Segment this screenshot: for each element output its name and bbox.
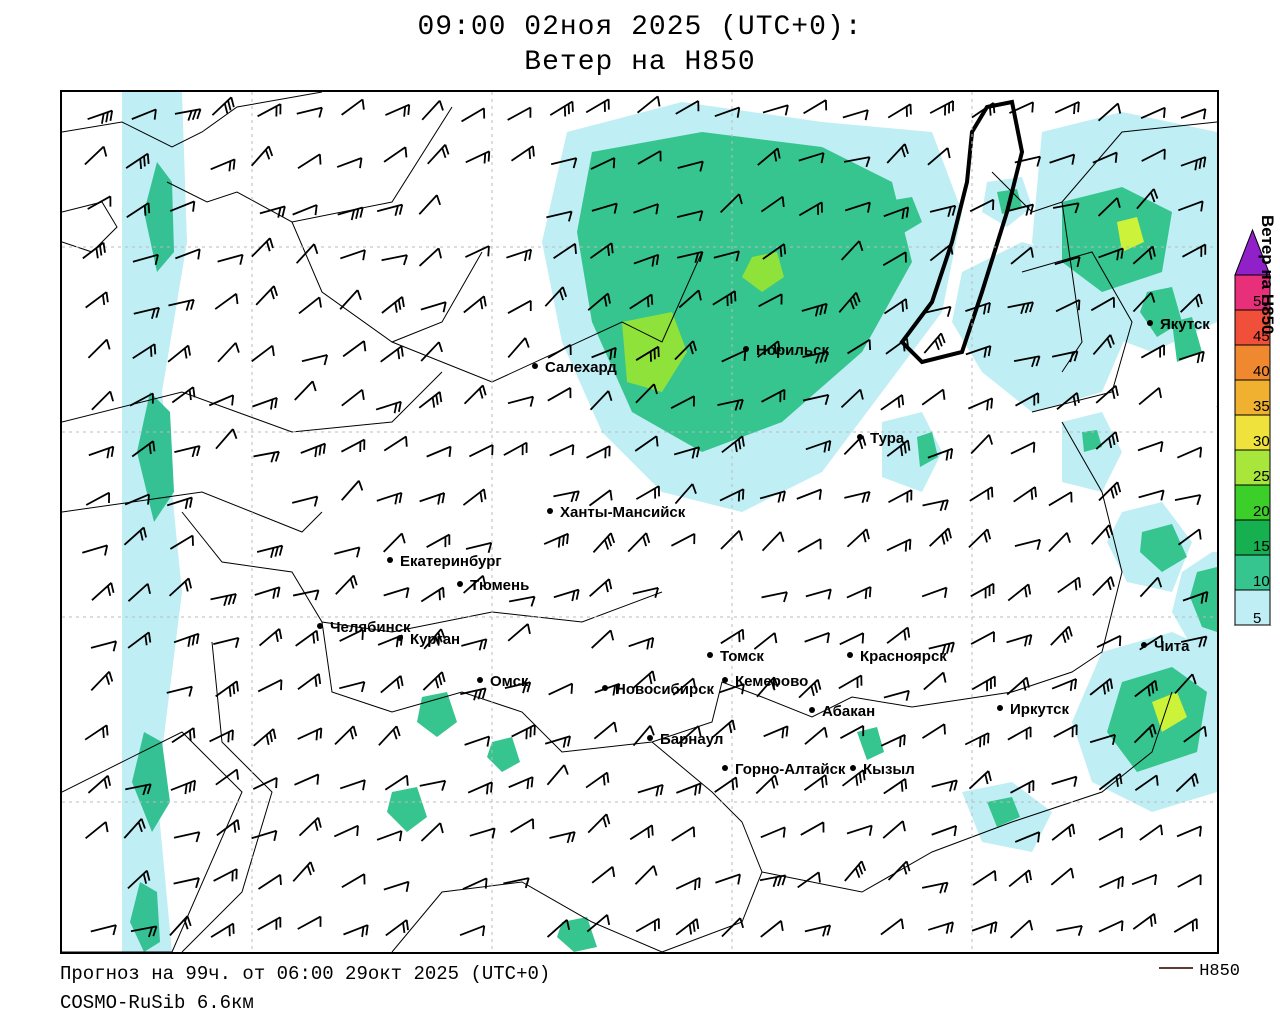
- title-line1: 09:00 02ноя 2025 (UTC+0):: [0, 10, 1280, 45]
- city-label-19[interactable]: Чита: [1154, 638, 1189, 655]
- city-marker-7[interactable]: [317, 623, 323, 629]
- city-marker-14[interactable]: [647, 735, 653, 741]
- colorbar-tick-50: 50: [1253, 293, 1270, 310]
- city-label-13[interactable]: Красноярск: [860, 648, 947, 665]
- city-marker-17[interactable]: [850, 765, 856, 771]
- city-label-12[interactable]: Кемерово: [735, 673, 808, 690]
- city-marker-0[interactable]: [532, 363, 538, 369]
- city-label-3[interactable]: Якутск: [1160, 316, 1210, 333]
- city-marker-18[interactable]: [997, 705, 1003, 711]
- colorbar-tick-15: 15: [1253, 538, 1270, 555]
- city-marker-12[interactable]: [722, 677, 728, 683]
- h850-legend-label: H850: [1199, 962, 1240, 981]
- city-marker-8[interactable]: [397, 635, 403, 641]
- city-marker-16[interactable]: [722, 765, 728, 771]
- city-label-11[interactable]: Томск: [720, 648, 764, 665]
- city-marker-3[interactable]: [1147, 320, 1153, 326]
- city-label-9[interactable]: Омск: [490, 673, 528, 690]
- colorbar-tick-45: 45: [1253, 328, 1270, 345]
- footer-text: Прогноз на 99ч. от 06:00 29окт 2025 (UTC…: [60, 960, 1210, 1019]
- city-marker-11[interactable]: [707, 652, 713, 658]
- weather-map-page: 09:00 02ноя 2025 (UTC+0): Ветер на H850: [0, 0, 1280, 1024]
- title-line2: Ветер на H850: [0, 45, 1280, 80]
- city-label-2[interactable]: Тура: [870, 430, 904, 447]
- city-label-17[interactable]: Кызыл: [863, 761, 915, 778]
- colorbar-title-label: Ветер на H850: [1257, 215, 1277, 635]
- city-marker-2[interactable]: [857, 434, 863, 440]
- city-marker-9[interactable]: [477, 677, 483, 683]
- colorbar: Ветер на H850 5 10 15 20 25 30 35 40 45 …: [1215, 215, 1280, 635]
- city-marker-19[interactable]: [1141, 642, 1147, 648]
- city-marker-13[interactable]: [847, 652, 853, 658]
- map-title: 09:00 02ноя 2025 (UTC+0): Ветер на H850: [0, 10, 1280, 80]
- city-label-14[interactable]: Барнаул: [660, 731, 723, 748]
- colorbar-tick-35: 35: [1253, 398, 1270, 415]
- city-marker-15[interactable]: [809, 707, 815, 713]
- city-label-15[interactable]: Абакан: [822, 703, 875, 720]
- city-marker-6[interactable]: [457, 581, 463, 587]
- city-label-16[interactable]: Горно-Алтайск: [735, 761, 845, 778]
- colorbar-tick-40: 40: [1253, 363, 1270, 380]
- city-label-5[interactable]: Екатеринбург: [400, 553, 502, 570]
- footer-line1: Прогноз на 99ч. от 06:00 29окт 2025 (UTC…: [60, 960, 1210, 989]
- h850-legend-swatch: [1159, 967, 1193, 969]
- city-label-4[interactable]: Ханты-Мансийск: [560, 504, 685, 521]
- city-label-10[interactable]: Новосибирск: [615, 681, 714, 698]
- city-label-6[interactable]: Тюмень: [470, 577, 529, 594]
- colorbar-tick-10: 10: [1253, 573, 1270, 590]
- colorbar-tick-30: 30: [1253, 433, 1270, 450]
- city-marker-5[interactable]: [387, 557, 393, 563]
- colorbar-tick-25: 25: [1253, 468, 1270, 485]
- city-label-0[interactable]: Салехард: [545, 359, 617, 376]
- city-label-18[interactable]: Иркутск: [1010, 701, 1069, 718]
- footer-legend: H850: [1159, 962, 1240, 981]
- map-canvas[interactable]: [60, 90, 1219, 954]
- colorbar-tick-20: 20: [1253, 503, 1270, 520]
- footer-line2: COSMO-RuSib 6.6км: [60, 989, 1210, 1018]
- city-label-8[interactable]: Курган: [410, 631, 460, 648]
- colorbar-tick-5: 5: [1253, 610, 1261, 627]
- city-marker-4[interactable]: [547, 508, 553, 514]
- city-label-1[interactable]: Норильск: [756, 342, 829, 359]
- city-label-7[interactable]: Челябинск: [330, 619, 411, 636]
- city-marker-10[interactable]: [602, 685, 608, 691]
- city-marker-1[interactable]: [743, 346, 749, 352]
